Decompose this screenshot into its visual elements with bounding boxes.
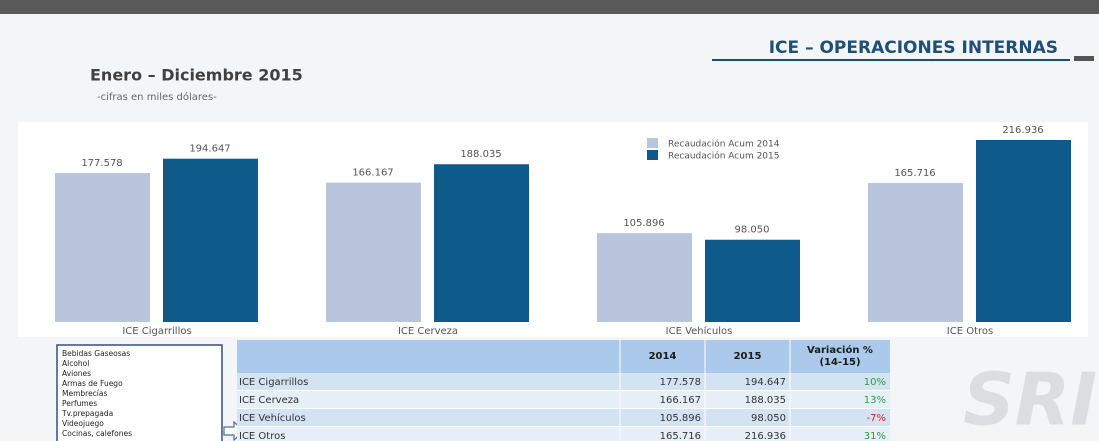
table-cell: 177.578 — [660, 377, 701, 388]
logo-watermark: SRI — [963, 358, 1097, 441]
bar — [597, 233, 692, 322]
table-cell: 194.647 — [745, 377, 786, 388]
product-list-box — [56, 344, 223, 441]
table-row-bg — [237, 373, 890, 390]
table-cell: ICE Cerveza — [239, 395, 299, 406]
list-item: Cocinas, calefones — [62, 429, 132, 438]
data-label: 165.716 — [894, 168, 935, 179]
table-cell: ICE Cigarrillos — [239, 377, 308, 388]
data-label: 216.936 — [1002, 125, 1043, 136]
bar — [434, 164, 529, 322]
table-cell: 13% — [864, 395, 886, 406]
table-cell: 105.896 — [660, 413, 701, 424]
slide-title: ICE – OPERACIONES INTERNAS — [769, 38, 1058, 58]
bar — [326, 182, 421, 322]
legend-swatch — [647, 138, 658, 148]
legend-label: Recaudación Acum 2014 — [668, 139, 780, 150]
table-cell: -7% — [867, 413, 886, 424]
data-label: 98.050 — [735, 225, 770, 236]
table-cell: 10% — [864, 377, 886, 388]
table-cell: 31% — [864, 431, 886, 441]
bar — [868, 182, 963, 322]
table-header: 2015 — [734, 351, 762, 362]
table-cell: 216.936 — [745, 431, 786, 441]
legend-label: Recaudación Acum 2015 — [668, 151, 780, 162]
list-item: Aviones — [62, 369, 91, 378]
list-item: Videojuego — [62, 419, 104, 428]
table-row-bg — [237, 391, 890, 408]
data-label: 177.578 — [81, 158, 122, 169]
bar — [55, 173, 150, 322]
table-cell: 165.716 — [660, 431, 701, 441]
list-item: Bebidas Gaseosas — [62, 349, 130, 358]
table-cell: 188.035 — [745, 395, 786, 406]
table-cell: ICE Vehículos — [239, 412, 306, 424]
x-tick-label: ICE Cerveza — [398, 326, 458, 337]
list-item: Tv.prepagada — [61, 409, 113, 418]
data-label: 194.647 — [189, 144, 230, 155]
list-item: Membrecías — [62, 389, 107, 398]
table-header: 2014 — [649, 351, 677, 362]
list-item: Armas de Fuego — [62, 379, 123, 388]
bar — [976, 140, 1071, 322]
data-label: 188.035 — [460, 149, 501, 160]
data-label: 166.167 — [352, 168, 393, 179]
table-cell: 166.167 — [660, 395, 701, 406]
subtitle: Enero – Diciembre 2015 — [90, 66, 303, 85]
bar — [163, 158, 258, 322]
table-header-bg — [237, 340, 890, 373]
table-cell: ICE Otros — [239, 431, 285, 441]
x-tick-label: ICE Otros — [947, 326, 993, 337]
table-cell: 98.050 — [751, 413, 786, 424]
data-label: 105.896 — [623, 218, 664, 229]
unit-note: -cifras en miles dólares- — [97, 91, 217, 103]
table-row-bg — [237, 409, 890, 426]
top-border — [0, 0, 1099, 14]
x-tick-label: ICE Cigarrillos — [122, 326, 191, 337]
legend-swatch — [647, 150, 658, 160]
list-item: Alcohol — [62, 359, 89, 368]
list-item: Perfumes — [62, 399, 97, 408]
title-accent — [1074, 56, 1094, 61]
bar — [705, 239, 800, 322]
table-header: Variación % (14-15) — [807, 344, 873, 368]
x-tick-label: ICE Vehículos — [666, 325, 733, 337]
table-row-bg — [237, 427, 890, 441]
